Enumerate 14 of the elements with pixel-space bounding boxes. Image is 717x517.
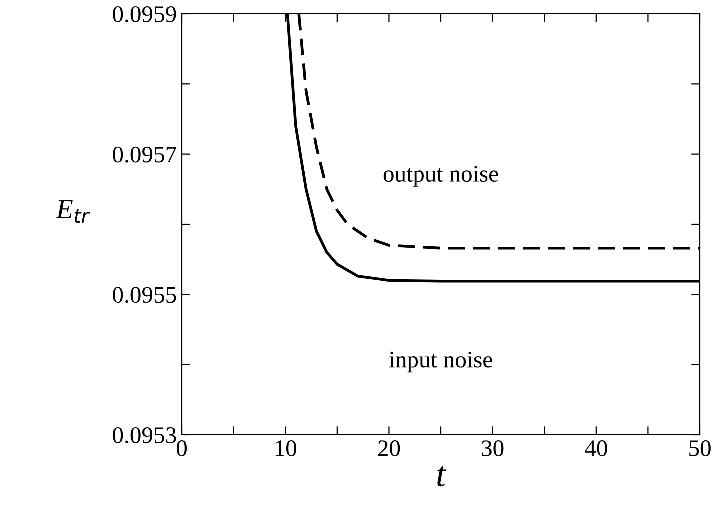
x-tick-label: 0: [176, 440, 188, 456]
y-tick-label: 0.0957: [113, 146, 176, 163]
x-tick-label: 40: [585, 440, 608, 456]
text: output noise: [384, 166, 498, 187]
y-tick-label: 0.0953: [113, 427, 176, 444]
x-axis-title: t: [438, 466, 447, 487]
y-tick-label: 0.0959: [113, 6, 176, 23]
x-tick-label: 50: [690, 440, 711, 456]
y-tick-label: 0.0955: [113, 287, 176, 304]
x-tick-label: 20: [378, 440, 400, 456]
text: input noise: [389, 352, 492, 373]
x-tick-label: 10: [276, 440, 297, 456]
x-tick-label: 30: [482, 440, 504, 456]
y-axis-title: E$_{tr}$: [56, 200, 90, 223]
